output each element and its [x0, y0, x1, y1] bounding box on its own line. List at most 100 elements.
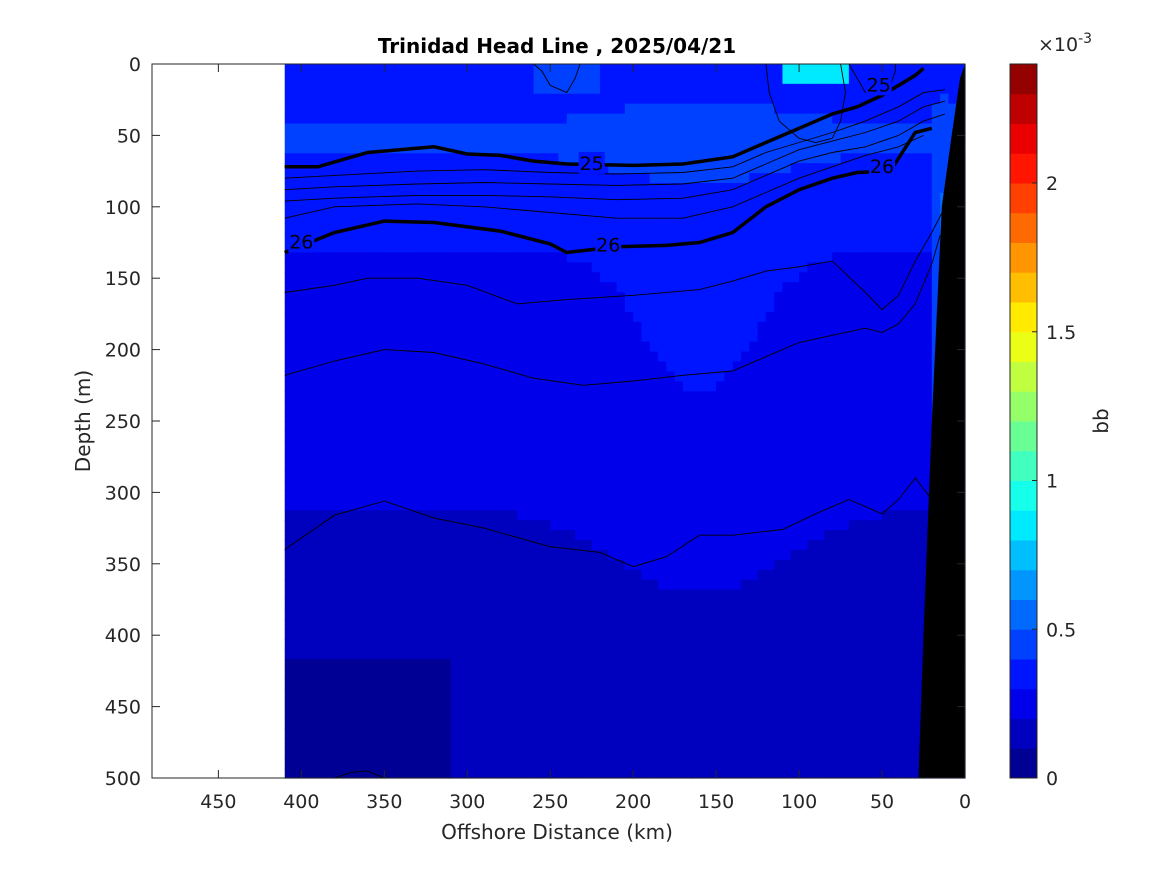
bb-cell: [409, 411, 419, 422]
bb-cell: [716, 292, 726, 303]
bb-cell: [666, 232, 676, 244]
bb-cell: [823, 708, 833, 720]
bb-cell: [658, 460, 667, 472]
bb-cell: [359, 143, 369, 154]
bb-cell: [575, 758, 584, 769]
bb-cell: [384, 83, 394, 95]
bb-cell: [517, 183, 526, 194]
bb-cell: [641, 421, 651, 432]
bb-cell: [442, 212, 452, 224]
bb-cell: [351, 133, 360, 144]
bb-cell: [492, 579, 502, 591]
bb-cell: [608, 510, 618, 521]
bb-cell: [500, 659, 510, 670]
bb-cell: [317, 411, 327, 422]
bb-cell: [682, 659, 692, 670]
bb-cell: [591, 421, 601, 432]
bb-cell: [774, 421, 784, 432]
bb-cell: [774, 559, 784, 571]
bb-cell: [716, 321, 726, 333]
bb-cell: [666, 430, 676, 442]
bb-cell: [334, 302, 344, 313]
bb-cell: [351, 311, 360, 323]
bb-cell: [508, 549, 518, 561]
bb-cell: [475, 311, 485, 323]
bb-cell: [517, 698, 526, 710]
bb-cell: [309, 311, 319, 323]
bb-cell: [616, 173, 626, 184]
bb-cell: [624, 331, 634, 343]
bb-cell: [533, 510, 543, 521]
bb-cell: [450, 212, 460, 224]
bb-cell: [284, 103, 294, 115]
bb-cell: [317, 520, 327, 531]
bb-cell: [550, 540, 560, 551]
bb-cell: [384, 391, 394, 402]
bb-cell: [483, 123, 493, 135]
bb-cell: [434, 520, 443, 531]
bb-cell: [467, 758, 477, 769]
bb-cell: [741, 659, 750, 670]
bb-cell: [450, 520, 460, 531]
bb-cell: [649, 331, 659, 343]
bb-cell: [326, 758, 336, 769]
bb-cell: [458, 83, 468, 95]
bb-cell: [467, 629, 477, 640]
bb-cell: [732, 133, 742, 144]
bb-cell: [317, 311, 327, 323]
bb-cell: [467, 311, 477, 323]
bb-cell: [583, 401, 593, 412]
bb-cell: [293, 123, 302, 135]
bb-cell: [575, 430, 584, 442]
bb-cell: [591, 629, 601, 640]
bb-cell: [566, 292, 576, 303]
bb-cell: [716, 331, 726, 343]
bb-cell: [467, 113, 477, 125]
bb-cell: [848, 401, 858, 412]
bb-cell: [707, 430, 717, 442]
bb-cell: [633, 173, 643, 184]
bb-cell: [500, 758, 510, 769]
bb-cell: [301, 292, 311, 303]
bb-cell: [558, 252, 568, 263]
bb-cell: [359, 490, 369, 501]
bb-cell: [575, 232, 584, 244]
bb-cell: [425, 133, 435, 144]
bb-cell: [550, 659, 560, 670]
bb-cell: [392, 421, 402, 432]
bb-cell: [367, 450, 377, 462]
bb-cell: [392, 579, 402, 591]
bb-cell: [815, 401, 825, 412]
bb-cell: [483, 361, 493, 373]
bb-cell: [375, 609, 385, 620]
bb-cell: [599, 639, 609, 650]
bb-cell: [699, 103, 709, 115]
bb-cell: [641, 440, 651, 452]
bb-cell: [699, 173, 709, 184]
bb-cell: [293, 411, 302, 422]
bb-cell: [807, 192, 817, 204]
bb-cell: [334, 311, 344, 323]
bb-cell: [500, 262, 510, 273]
bb-cell: [434, 302, 443, 313]
bb-cell: [409, 83, 419, 95]
bb-cell: [724, 718, 734, 730]
bb-cell: [608, 659, 618, 670]
bb-cell: [699, 748, 709, 759]
bb-cell: [782, 103, 792, 115]
bb-cell: [517, 351, 526, 363]
bb-cell: [375, 540, 385, 551]
bb-cell: [309, 302, 319, 313]
bb-cell: [434, 500, 443, 511]
bb-cell: [541, 123, 551, 135]
bb-cell: [724, 272, 734, 283]
bb-cell: [716, 123, 726, 135]
bb-cell: [533, 698, 543, 710]
bb-cell: [284, 371, 294, 382]
bb-cell: [666, 421, 676, 432]
bb-cell: [475, 708, 485, 720]
bb-cell: [674, 748, 684, 759]
bb-cell: [682, 401, 692, 412]
bb-cell: [400, 202, 410, 214]
bb-cell: [674, 688, 684, 700]
